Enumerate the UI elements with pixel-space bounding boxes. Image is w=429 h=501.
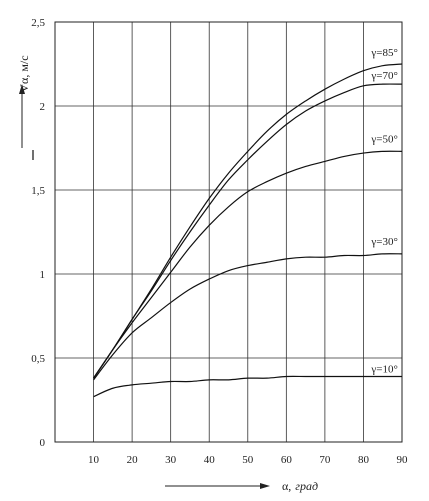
series-label: γ=70° bbox=[370, 70, 397, 82]
plot-frame bbox=[54, 21, 403, 443]
y-axis-arrowhead bbox=[19, 84, 25, 94]
x-axis-label: α, град bbox=[282, 479, 318, 493]
grid bbox=[55, 22, 402, 442]
y-tick-label: 0,5 bbox=[31, 353, 45, 365]
series-label: γ=85° bbox=[370, 47, 397, 59]
y-tick-label: 2 bbox=[40, 101, 46, 113]
x-tick-label: 10 bbox=[88, 454, 100, 466]
y-tick-label: 1 bbox=[40, 269, 46, 281]
series-line-4 bbox=[93, 253, 403, 381]
y-tick-label: 1,5 bbox=[31, 185, 45, 197]
x-tick-label: 30 bbox=[165, 454, 177, 466]
y-tick-labels: 0 0,5 1 1,5 2 2,5 bbox=[31, 17, 45, 449]
x-tick-label: 80 bbox=[358, 454, 370, 466]
series-label: γ=50° bbox=[370, 133, 397, 145]
x-axis-label-symbol: α, bbox=[282, 479, 291, 493]
x-tick-label: 70 bbox=[319, 454, 331, 466]
x-axis-arrowhead bbox=[260, 483, 270, 489]
x-tick-label: 60 bbox=[281, 454, 293, 466]
series-group bbox=[93, 63, 403, 398]
y-tick-label: 0 bbox=[40, 437, 46, 449]
x-tick-labels: 10 20 30 40 50 60 70 80 90 bbox=[88, 454, 408, 466]
x-axis-label-unit: град bbox=[295, 479, 318, 493]
x-tick-label: 20 bbox=[127, 454, 139, 466]
y-tick-label: 2,5 bbox=[31, 17, 45, 29]
x-tick-label: 40 bbox=[204, 454, 216, 466]
series-annotations: γ=85° γ=70° γ=50° γ=30° γ=10° bbox=[370, 47, 397, 375]
series-label: γ=10° bbox=[370, 363, 397, 375]
series-line-5 bbox=[93, 375, 402, 398]
x-tick-label: 90 bbox=[397, 454, 409, 466]
series-label: γ=30° bbox=[370, 236, 397, 248]
x-tick-label: 50 bbox=[242, 454, 254, 466]
series-line-3 bbox=[93, 150, 403, 379]
series-line-2 bbox=[93, 83, 403, 379]
y-axis-label: Vα, м/с bbox=[17, 55, 31, 92]
series-line-1 bbox=[93, 63, 403, 379]
